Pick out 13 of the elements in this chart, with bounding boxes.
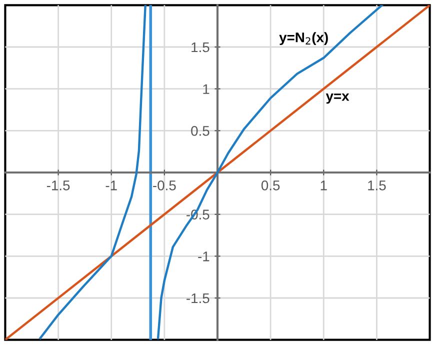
y-tick-label: -1 bbox=[198, 252, 210, 262]
series-label: y=x bbox=[326, 93, 350, 104]
x-tick-label: 1 bbox=[320, 180, 327, 190]
x-tick-label: 0.5 bbox=[261, 180, 280, 190]
x-tick-label: 1.5 bbox=[368, 180, 386, 190]
y-tick-label: 1.5 bbox=[192, 42, 210, 52]
y-tick-label: -1.5 bbox=[186, 293, 210, 304]
y-tick-label: 1 bbox=[203, 84, 210, 94]
series-label: y=N$_{2}$(x) bbox=[279, 32, 328, 46]
y-tick-label: 0.5 bbox=[191, 126, 210, 136]
x-tick-label: -1 bbox=[106, 180, 117, 190]
x-tick-label: -1.5 bbox=[46, 180, 70, 190]
x-tick-label: -0.5 bbox=[153, 180, 176, 190]
